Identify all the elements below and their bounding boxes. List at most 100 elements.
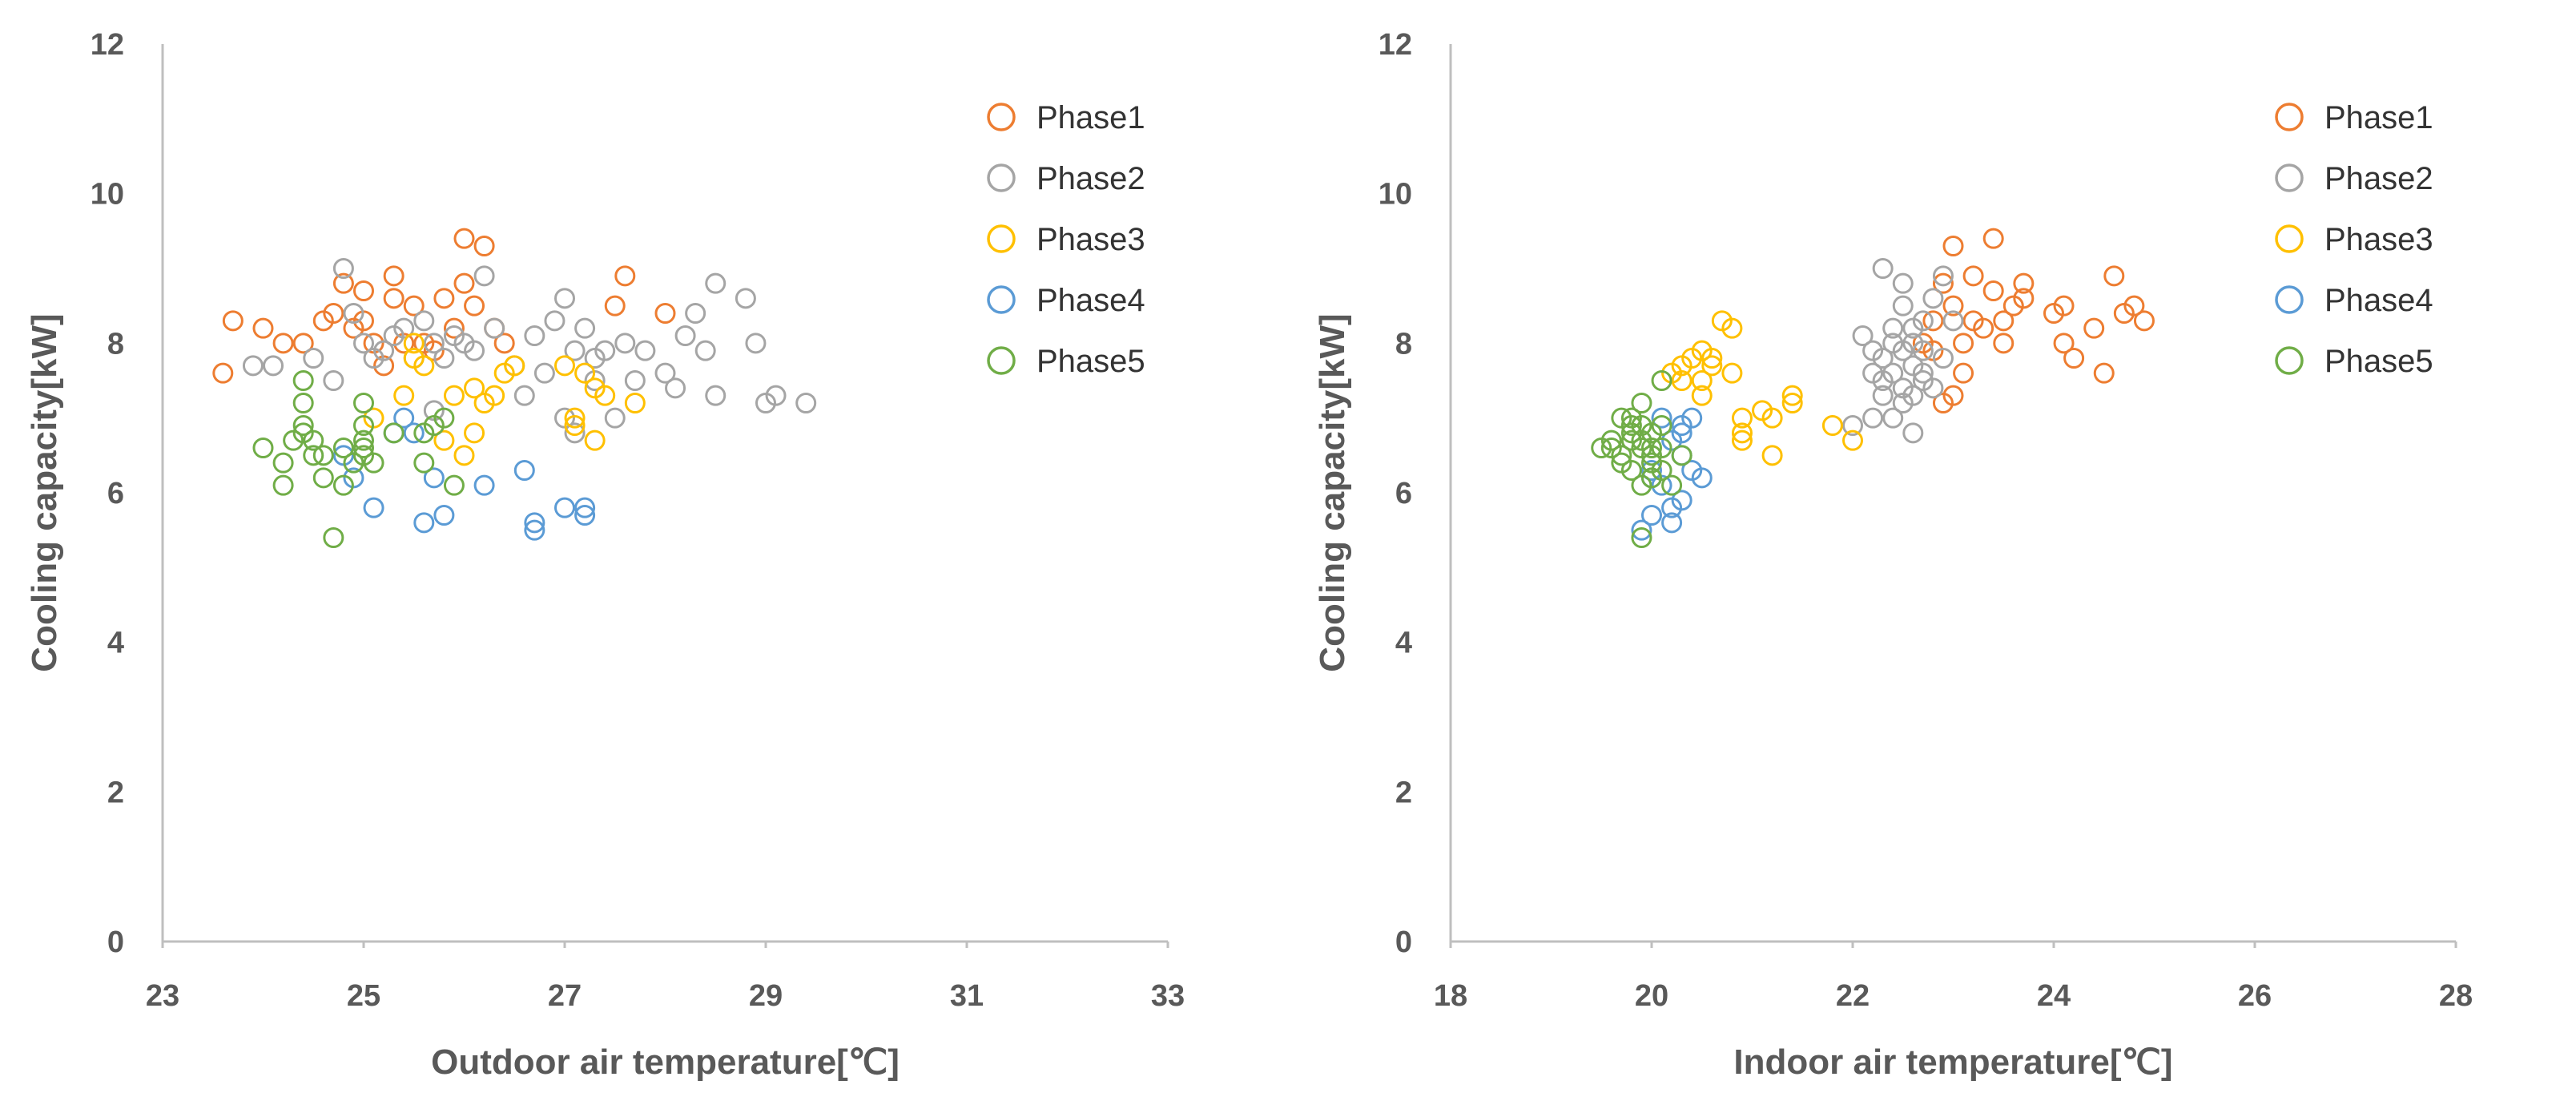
outdoor-phase2-point <box>423 333 445 354</box>
outdoor-phase3-point <box>393 385 415 406</box>
outdoor-phase2-point <box>473 265 495 287</box>
indoor-phase3-point <box>1731 429 1753 451</box>
outdoor-phase2-point <box>795 393 817 413</box>
outdoor-phase5-point <box>413 452 435 474</box>
indoor-phase3-point <box>1721 362 1743 384</box>
indoor-phase5-point <box>1671 445 1693 466</box>
indoor-phase3-point <box>1781 385 1803 406</box>
outdoor-series-phase5 <box>252 370 465 548</box>
indoor-phase2-point <box>1882 317 1904 339</box>
indoor-series-phase2 <box>1842 258 1964 444</box>
indoor-phase1-point <box>1982 280 2004 301</box>
outdoor-phase5-point <box>272 452 294 474</box>
outdoor-phase5-point <box>303 445 324 466</box>
outdoor-phase4-point <box>423 467 445 489</box>
outdoor-phase2-point <box>413 310 435 332</box>
indoor-phase4-point <box>1631 519 1652 541</box>
indoor-phase5-point <box>1620 415 1642 436</box>
indoor-phase3-point <box>1691 370 1713 391</box>
outdoor-phase5-point <box>353 415 374 436</box>
indoor-phase5-point <box>1631 527 1652 548</box>
outdoor-y-tick-label: 8 <box>107 327 124 361</box>
outdoor-phase2-point <box>513 385 535 406</box>
chart-outdoor-temperature: 0 2 4 6 8 10 12 23 25 27 29 31 33 Outdoor air tempera… <box>25 28 1185 1082</box>
outdoor-y-tick-label: 10 <box>91 178 124 212</box>
outdoor-phase1-point <box>353 280 374 301</box>
outdoor-series-phase2 <box>242 258 817 444</box>
indoor-phase5-point <box>1600 429 1622 451</box>
indoor-phase1-point <box>2083 317 2105 339</box>
outdoor-y-tick-label: 2 <box>107 776 124 809</box>
indoor-y-tick-label: 6 <box>1395 477 1412 510</box>
indoor-phase2-point <box>1852 325 1874 346</box>
indoor-phase1-point <box>1993 310 2015 332</box>
outdoor-phase2-point <box>524 325 545 346</box>
outdoor-phase2-point <box>634 340 656 361</box>
outdoor-phase3-point <box>453 445 475 466</box>
outdoor-phase1-point <box>292 333 314 354</box>
indoor-phase2-point <box>1932 265 1954 287</box>
indoor-phase1-point <box>2013 272 2035 294</box>
outdoor-phase4-point <box>413 512 435 534</box>
indoor-phase3-point <box>1731 407 1753 429</box>
indoor-x-tick-label: 28 <box>2439 979 2473 1013</box>
indoor-phase5-point <box>1651 438 1672 458</box>
indoor-phase2-point <box>1892 295 1914 317</box>
outdoor-phase4-point <box>393 407 415 429</box>
outdoor-phase2-point <box>332 258 354 279</box>
outdoor-phase3-point <box>413 355 435 377</box>
outdoor-phase3-point <box>464 422 485 444</box>
outdoor-phase2-point <box>674 325 696 346</box>
indoor-y-tick-label: 8 <box>1395 327 1412 361</box>
indoor-phase2-point <box>1902 317 1924 339</box>
indoor-legend-label-phase1: Phase1 <box>2324 100 2433 135</box>
outdoor-phase4-point <box>513 460 535 481</box>
indoor-series-phase3 <box>1661 310 1863 466</box>
indoor-legend-marker-phase3 <box>2275 224 2304 253</box>
outdoor-phase2-point <box>614 333 636 354</box>
indoor-phase2-point <box>1872 258 1894 279</box>
indoor-y-tick-label: 2 <box>1395 776 1412 809</box>
indoor-legend-label-phase3: Phase3 <box>2324 222 2433 257</box>
outdoor-phase2-point <box>242 355 264 377</box>
outdoor-phase2-point <box>464 340 485 361</box>
indoor-phase5-point <box>1600 438 1622 458</box>
indoor-phase2-point <box>1862 340 1884 361</box>
indoor-x-tick-label: 26 <box>2238 979 2272 1013</box>
indoor-phase2-point <box>1922 288 1944 309</box>
indoor-legend-marker-phase4 <box>2275 285 2304 314</box>
outdoor-phase1-point <box>212 362 234 384</box>
outdoor-phase1-point <box>453 272 475 294</box>
outdoor-phase3-point <box>484 385 505 406</box>
outdoor-phase1-point <box>604 295 626 317</box>
indoor-y-axis-label: Cooling capacity[kW] <box>1313 313 1352 671</box>
outdoor-phase2-point <box>694 340 716 361</box>
outdoor-phase1-point <box>323 303 344 324</box>
indoor-phase2-point <box>1892 272 1914 294</box>
indoor-phase4-point <box>1691 467 1713 489</box>
indoor-phase2-point <box>1842 415 1863 436</box>
outdoor-phase2-point <box>735 288 756 309</box>
outdoor-x-tick-label: 29 <box>749 979 783 1013</box>
outdoor-phase5-point <box>252 438 274 458</box>
outdoor-phase3-point <box>443 385 465 406</box>
outdoor-legend-marker-phase2 <box>987 163 1016 192</box>
indoor-phase4-point <box>1661 512 1683 534</box>
indoor-phase1-point <box>2013 288 2035 309</box>
outdoor-phase3-point <box>584 429 606 451</box>
indoor-x-tick-label: 20 <box>1635 979 1668 1013</box>
indoor-phase2-point <box>1892 377 1914 399</box>
outdoor-phase1-point <box>453 228 475 249</box>
outdoor-legend-marker-phase1 <box>987 103 1016 131</box>
outdoor-phase2-point <box>533 362 555 384</box>
indoor-phase2-point <box>1942 310 1964 332</box>
indoor-phase5-point <box>1651 370 1672 391</box>
indoor-legend-label-phase2: Phase2 <box>2324 161 2433 196</box>
indoor-phase1-point <box>2063 348 2085 369</box>
outdoor-phase5-point <box>303 429 324 451</box>
indoor-phase1-point <box>1953 362 1974 384</box>
outdoor-phase1-point <box>383 288 405 309</box>
indoor-phase3-point <box>1691 385 1713 406</box>
indoor-phase1-point <box>1982 228 2004 249</box>
